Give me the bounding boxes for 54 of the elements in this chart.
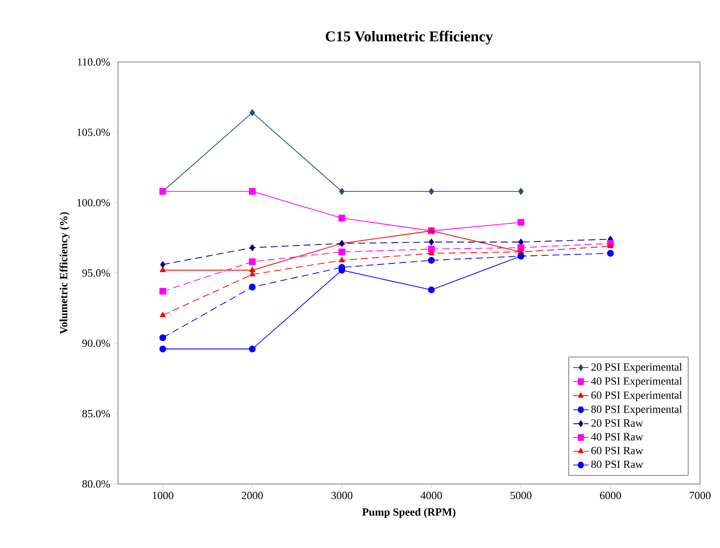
legend-label: 40 PSI Experimental — [591, 377, 682, 387]
y-tick-label: 85.0% — [82, 410, 110, 418]
legend-label: 60 PSI Raw — [591, 446, 644, 454]
y-tick-label: 110.0% — [78, 58, 110, 66]
y-axis-title: Volumetric Efficiency (%) — [60, 212, 70, 334]
y-tick-label: 105.0% — [77, 128, 110, 136]
point — [248, 346, 256, 352]
point — [250, 109, 255, 116]
point — [428, 188, 434, 195]
point — [160, 312, 166, 318]
point — [518, 218, 524, 226]
y-tick-label: 90.0% — [82, 340, 110, 348]
y-tick-label: 95.0% — [82, 269, 110, 277]
point — [160, 266, 166, 272]
x-tick-label: 2000 — [242, 492, 263, 500]
point — [338, 214, 346, 222]
legend-label: 80 PSI Raw — [591, 460, 644, 468]
point — [428, 250, 434, 256]
point — [518, 244, 524, 252]
point — [428, 256, 435, 264]
legend-label: 20 PSI Raw — [591, 419, 644, 427]
point — [428, 246, 435, 252]
x-tick-label: 3000 — [331, 492, 352, 500]
x-axis-title: Pump Speed (RPM) — [362, 508, 456, 518]
x-tick-label: 5000 — [510, 492, 532, 500]
point — [339, 188, 344, 195]
legend-label: 60 PSI Experimental — [591, 391, 682, 402]
point — [248, 188, 256, 195]
point — [159, 288, 166, 295]
y-tick-label: 100.0% — [77, 198, 110, 206]
x-tick-label: 6000 — [600, 492, 622, 500]
point — [607, 242, 614, 248]
point — [428, 238, 434, 246]
legend-label: 40 PSI Raw — [591, 433, 644, 440]
legend-label: 20 PSI Experimental — [591, 363, 682, 373]
point — [338, 248, 346, 256]
point — [607, 250, 614, 257]
point — [159, 346, 166, 352]
x-tick-label: 1000 — [152, 492, 174, 500]
point — [518, 188, 524, 195]
point — [518, 238, 524, 246]
point — [338, 256, 345, 262]
point — [428, 286, 435, 294]
y-tick-label: 80.0% — [82, 480, 110, 488]
point — [159, 334, 166, 342]
point — [248, 258, 256, 266]
point — [248, 284, 256, 290]
point — [249, 266, 256, 272]
chart-title: C15 Volumetric Efficiency — [326, 30, 493, 45]
x-tick-label: 4000 — [420, 492, 442, 500]
point — [160, 261, 166, 268]
point — [250, 244, 255, 252]
x-tick-label: 7000 — [690, 492, 711, 500]
legend-label: 80 PSI Experimental — [591, 405, 682, 416]
